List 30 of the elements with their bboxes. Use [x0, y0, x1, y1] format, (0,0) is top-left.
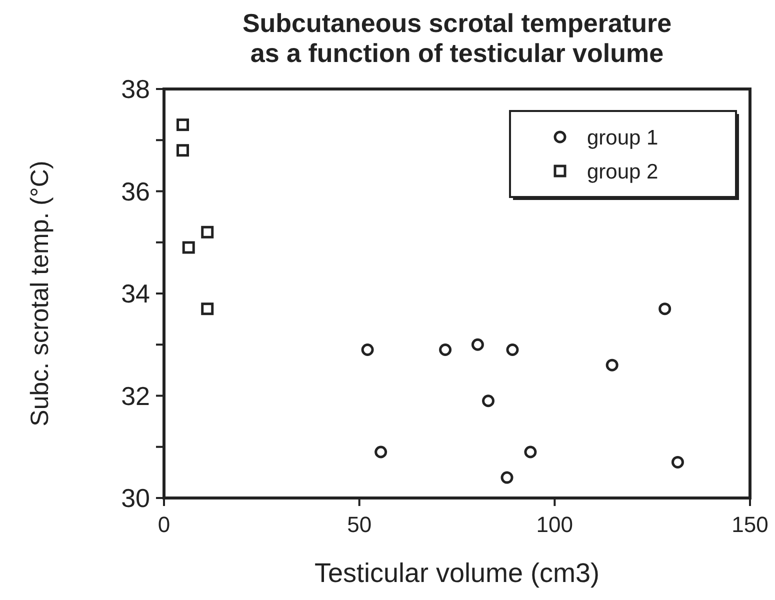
y-tick-label: 38: [121, 74, 150, 104]
y-tick-label: 36: [121, 176, 150, 206]
point: [201, 226, 214, 238]
point: [176, 144, 189, 157]
chart-title: Subcutaneous scrotal temperature as a function of testicular volume: [242, 8, 672, 68]
x-tick-label: 100: [536, 512, 574, 537]
point: [606, 358, 618, 372]
point: [361, 343, 374, 356]
x-tick-label: 150: [732, 512, 768, 537]
point: [176, 118, 189, 132]
point: [500, 471, 514, 484]
point: [658, 302, 672, 316]
y-axis-title: Subc. scrotal temp. (°C): [26, 160, 54, 426]
legend-label: group 2: [587, 160, 658, 184]
y-tick-label: 34: [121, 278, 150, 309]
point: [471, 338, 484, 351]
x-tick-label: 50: [347, 512, 372, 537]
x-axis-title: Testicular volume (cm3): [314, 558, 600, 588]
point: [201, 302, 214, 316]
point: [671, 456, 684, 468]
point: [182, 241, 195, 254]
y-tick-label: 32: [121, 380, 150, 411]
point: [506, 343, 519, 356]
legend-label: group 1: [587, 126, 658, 150]
x-tick-label: 0: [158, 512, 170, 537]
point: [524, 446, 537, 458]
point: [374, 446, 388, 458]
y-tick-label: 30: [121, 483, 150, 514]
point: [482, 394, 495, 408]
point: [439, 343, 452, 356]
